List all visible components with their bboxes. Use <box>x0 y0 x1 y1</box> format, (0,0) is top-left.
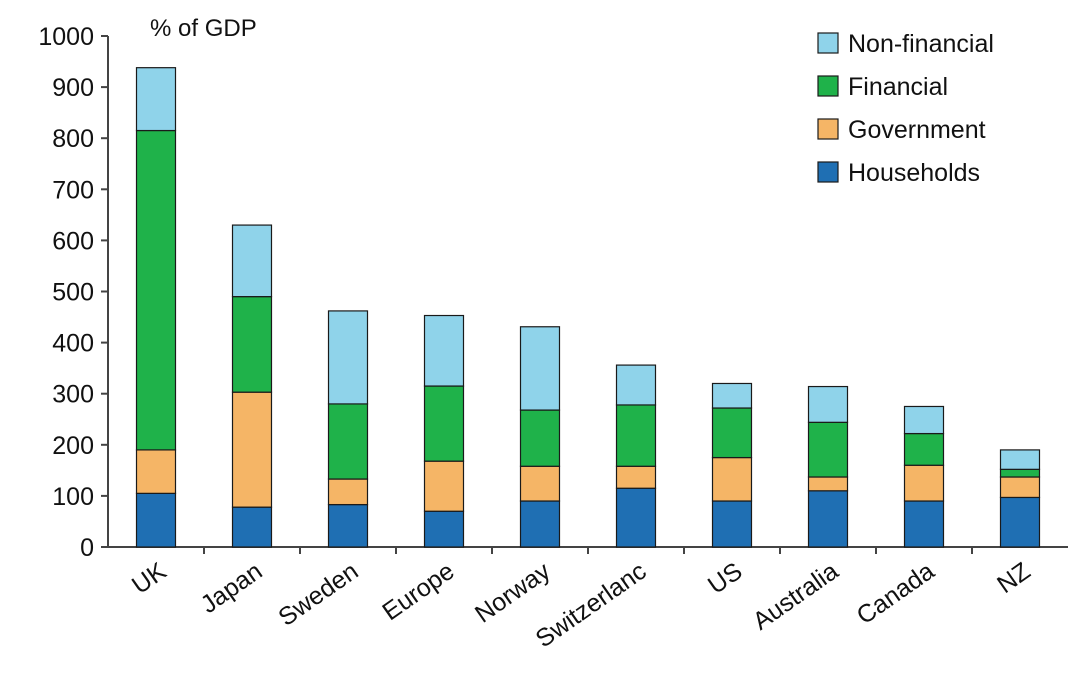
bar-stack-canada <box>903 405 945 548</box>
legend-label: Households <box>848 159 980 187</box>
bar-segment-non-financial <box>615 364 657 406</box>
bar-segment-financial <box>423 385 465 462</box>
x-category-label: Norway <box>470 557 556 629</box>
bar-segment-government <box>135 449 177 494</box>
y-tick-label: 400 <box>52 330 94 358</box>
x-category-label: Sweden <box>273 557 363 632</box>
bar-segment-government <box>231 391 273 508</box>
legend-swatch <box>817 161 839 183</box>
bar-segment-government <box>903 464 945 502</box>
bar-segment-households <box>999 496 1041 548</box>
y-tick-label: 800 <box>52 125 94 153</box>
bar-segment-government <box>999 476 1041 499</box>
bar-stack-japan <box>231 224 273 548</box>
legend-item-government: Government <box>817 116 986 144</box>
y-tick-label: 600 <box>52 227 94 255</box>
bar-segment-financial <box>807 421 849 478</box>
x-category-label: US <box>703 557 748 600</box>
bar-segment-households <box>327 503 369 548</box>
bar-segment-households <box>135 492 177 548</box>
y-tick-label: 300 <box>52 381 94 409</box>
legend-swatch <box>817 118 839 140</box>
y-tick-label: 700 <box>52 176 94 204</box>
bars <box>135 67 1041 548</box>
bar-segment-financial <box>327 403 369 480</box>
unit-label: % of GDP <box>150 15 257 42</box>
bar-segment-households <box>711 500 753 548</box>
x-category-label: Canada <box>852 557 940 630</box>
y-tick-labels: 0 100 200 300 400 500 600 700 800 900 1000 <box>38 23 94 562</box>
bar-stack-europe <box>423 314 465 548</box>
bar-stack-australia <box>807 385 849 548</box>
bar-stack-sweden <box>327 310 369 548</box>
bar-stack-uk <box>135 67 177 548</box>
legend-label: Non-financial <box>848 30 994 58</box>
bar-segment-financial <box>615 404 657 467</box>
bar-segment-non-financial <box>807 385 849 423</box>
x-category-label: Australia <box>748 557 844 636</box>
bar-segment-households <box>903 500 945 548</box>
legend-item-financial: Financial <box>817 73 948 101</box>
bar-segment-government <box>327 478 369 506</box>
legend-label: Financial <box>848 73 948 101</box>
bar-segment-non-financial <box>327 310 369 405</box>
bar-segment-non-financial <box>135 67 177 132</box>
bar-segment-government <box>807 476 849 492</box>
bar-segment-financial <box>519 409 561 467</box>
legend-swatch <box>817 75 839 97</box>
legend-item-households: Households <box>817 159 980 187</box>
x-category-label: UK <box>127 557 172 600</box>
bar-segment-financial <box>135 129 177 451</box>
y-tick-label: 1000 <box>38 23 94 51</box>
bar-segment-non-financial <box>423 314 465 387</box>
bar-segment-financial <box>711 407 753 459</box>
bar-segment-households <box>423 510 465 548</box>
legend-label: Government <box>848 116 986 144</box>
bar-segment-financial <box>999 468 1041 478</box>
bar-stack-nz <box>999 449 1041 548</box>
bar-stack-switzerlanc <box>615 364 657 548</box>
bar-segment-non-financial <box>519 326 561 411</box>
x-category-label: NZ <box>992 557 1035 599</box>
legend-swatch <box>817 32 839 54</box>
legend: Non-financial Financial Government Househol… <box>817 30 994 187</box>
legend-item-non-financial: Non-financial <box>817 30 994 58</box>
bar-stack-norway <box>519 326 561 548</box>
y-tick-label: 0 <box>80 534 94 562</box>
bar-segment-households <box>615 487 657 548</box>
bar-segment-households <box>807 490 849 548</box>
bar-segment-non-financial <box>903 405 945 435</box>
bar-segment-government <box>519 465 561 502</box>
bar-segment-households <box>231 506 273 548</box>
bar-segment-financial <box>231 296 273 393</box>
y-tick-label: 100 <box>52 483 94 511</box>
bar-segment-government <box>711 456 753 502</box>
y-tick-label: 500 <box>52 279 94 307</box>
bar-segment-non-financial <box>999 449 1041 470</box>
bar-segment-non-financial <box>231 224 273 298</box>
y-tick-label: 900 <box>52 74 94 102</box>
bar-segment-financial <box>903 432 945 466</box>
bar-stack-us <box>711 382 753 548</box>
y-tick-label: 200 <box>52 432 94 460</box>
x-category-label: Japan <box>196 557 268 619</box>
bar-segment-government <box>615 465 657 489</box>
bar-segment-government <box>423 460 465 512</box>
bar-segment-non-financial <box>711 382 753 409</box>
bar-segment-households <box>519 500 561 548</box>
x-category-label: Europe <box>377 557 459 626</box>
